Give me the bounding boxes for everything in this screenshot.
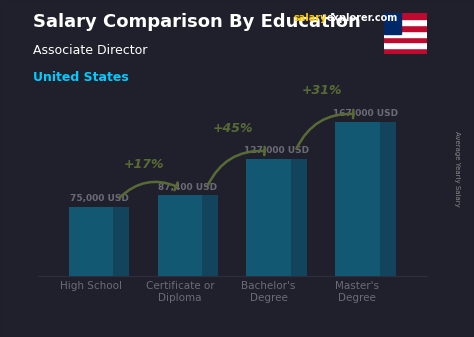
Text: 87,400 USD: 87,400 USD: [158, 183, 218, 192]
Text: 75,000 USD: 75,000 USD: [70, 194, 128, 203]
Polygon shape: [113, 207, 129, 276]
Text: Average Yearly Salary: Average Yearly Salary: [454, 131, 460, 206]
Polygon shape: [384, 13, 401, 34]
Bar: [384, 37, 427, 42]
Text: 127,000 USD: 127,000 USD: [244, 146, 309, 155]
Bar: [384, 19, 427, 25]
Bar: [335, 122, 380, 276]
Text: Associate Director: Associate Director: [33, 44, 147, 57]
Bar: [158, 195, 202, 276]
Text: +17%: +17%: [124, 158, 164, 171]
Bar: [384, 13, 427, 19]
Text: 167,000 USD: 167,000 USD: [333, 109, 398, 118]
Text: explorer.com: explorer.com: [327, 13, 398, 24]
Bar: [69, 207, 113, 276]
Bar: [384, 42, 427, 48]
Text: +45%: +45%: [213, 122, 254, 134]
Text: salary: salary: [294, 13, 328, 24]
Bar: [384, 31, 427, 37]
Polygon shape: [202, 195, 218, 276]
Text: United States: United States: [33, 71, 129, 84]
Text: Salary Comparison By Education: Salary Comparison By Education: [33, 13, 361, 31]
Polygon shape: [380, 122, 395, 276]
Bar: [246, 159, 291, 276]
Bar: [384, 25, 427, 31]
Text: +31%: +31%: [301, 85, 342, 97]
Polygon shape: [291, 159, 307, 276]
Bar: [384, 48, 427, 54]
